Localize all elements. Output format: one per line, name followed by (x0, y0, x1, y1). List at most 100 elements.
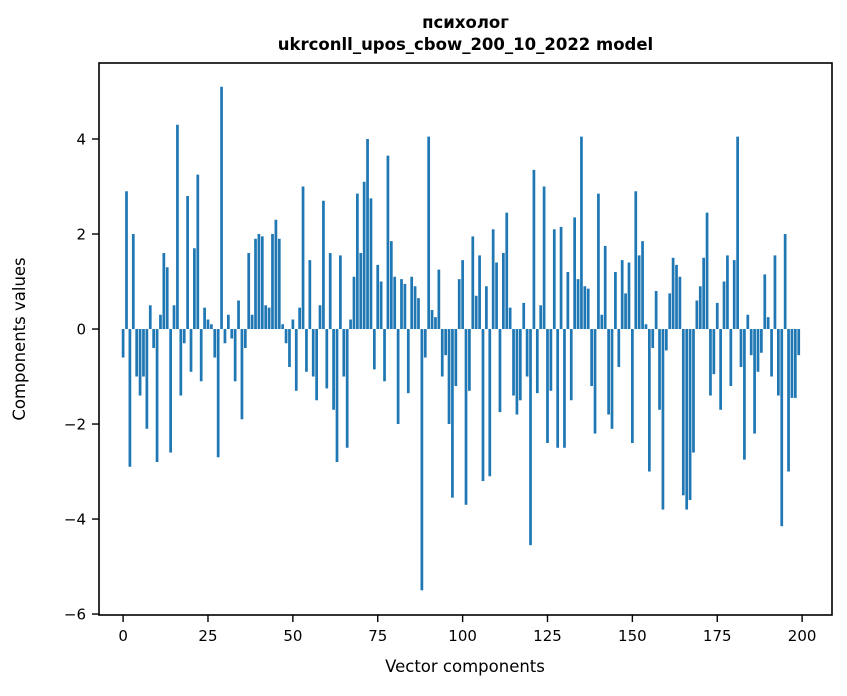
bar-component-10 (155, 329, 159, 463)
bar-component-188 (760, 329, 763, 353)
bar-component-8 (148, 305, 152, 330)
bar-component-130 (563, 329, 566, 448)
bar-component-140 (597, 193, 600, 330)
bar-component-3 (131, 234, 135, 330)
bar-component-137 (586, 288, 590, 330)
bar-component-158 (658, 329, 661, 410)
bar-component-71 (362, 181, 366, 330)
bar-component-114 (508, 307, 512, 330)
bar-component-162 (671, 257, 675, 330)
bar-component-182 (739, 329, 743, 368)
bar-component-96 (447, 329, 451, 425)
bar-component-15 (172, 305, 176, 330)
bar-component-138 (590, 329, 593, 387)
y-tick-label: 2 (76, 226, 86, 244)
bar-component-1 (125, 191, 128, 330)
bar-component-167 (688, 329, 692, 501)
bar-component-78 (386, 155, 390, 330)
bar-component-23 (199, 329, 203, 382)
bar-component-164 (678, 276, 682, 330)
bar-component-113 (505, 212, 509, 330)
bar-component-6 (142, 329, 145, 377)
bar-component-65 (342, 329, 346, 377)
bar-component-104 (474, 295, 478, 330)
bar-component-142 (603, 245, 607, 330)
bar-component-55 (308, 260, 312, 330)
bar-component-198 (793, 329, 797, 398)
bar-component-42 (264, 305, 268, 330)
bar-component-67 (349, 319, 352, 330)
bar-component-28 (216, 329, 220, 458)
bar-component-31 (226, 314, 230, 330)
bar-component-190 (766, 317, 770, 330)
bar-component-26 (210, 324, 213, 330)
bar-component-160 (664, 329, 668, 351)
y-tick-label: −4 (64, 511, 86, 529)
bar-component-60 (325, 329, 329, 389)
bar-component-194 (780, 329, 784, 527)
y-tick-label: −6 (64, 606, 86, 624)
x-tick-label: 200 (788, 627, 817, 645)
bar-component-91 (430, 310, 434, 330)
y-axis: −6 −4 −2 0 2 4 (64, 131, 99, 624)
bar-component-98 (454, 329, 458, 387)
bar-component-44 (271, 234, 274, 330)
plot-frame (98, 62, 833, 616)
bar-component-5 (138, 329, 142, 396)
bar-component-29 (220, 86, 223, 330)
bar-component-139 (593, 329, 597, 434)
bar-component-81 (396, 329, 400, 425)
bar-component-149 (627, 262, 631, 330)
bar-component-125 (546, 329, 549, 444)
x-tick-label: 0 (118, 627, 128, 645)
x-tick-label: 100 (448, 627, 477, 645)
bar-component-93 (437, 269, 441, 330)
bar-component-37 (247, 253, 251, 330)
bar-component-85 (410, 276, 414, 330)
bar-component-120 (529, 329, 532, 546)
bar-component-166 (685, 329, 689, 510)
bar-component-123 (539, 305, 543, 330)
bar-component-54 (305, 329, 308, 372)
bar-component-83 (403, 283, 407, 330)
bar-component-100 (461, 260, 464, 330)
bar-component-59 (322, 200, 325, 330)
bar-component-97 (451, 329, 454, 498)
bar-component-109 (491, 229, 495, 330)
bar-component-41 (260, 236, 264, 330)
bar-component-68 (352, 276, 356, 330)
bar-component-38 (250, 314, 254, 330)
bar-component-121 (532, 169, 536, 330)
bar-component-168 (692, 329, 695, 453)
bar-component-119 (525, 329, 529, 377)
bar-component-0 (121, 329, 125, 358)
bar-component-146 (617, 329, 621, 368)
bar-component-11 (159, 314, 162, 330)
bar-component-183 (743, 329, 746, 460)
bar-component-134 (576, 279, 580, 330)
bar-component-154 (644, 324, 648, 330)
bar-component-17 (179, 329, 183, 396)
bar-component-124 (542, 186, 546, 330)
bar-component-72 (366, 139, 369, 330)
bar-component-195 (783, 234, 787, 330)
x-tick-label: 75 (368, 627, 387, 645)
bar-component-48 (284, 329, 288, 344)
bar-component-36 (243, 329, 247, 349)
bar-component-112 (502, 253, 505, 330)
bar-component-145 (614, 272, 617, 330)
bar-component-89 (423, 329, 427, 358)
bar-component-19 (186, 196, 189, 330)
y-tick-label: −2 (64, 416, 86, 434)
bar-component-132 (569, 329, 573, 401)
y-axis-label: Components values (10, 257, 29, 420)
bar-component-9 (152, 329, 156, 349)
x-tick-label: 175 (703, 627, 732, 645)
bar-component-152 (637, 255, 641, 330)
bar-component-199 (797, 329, 801, 356)
bar-component-95 (444, 329, 447, 356)
bar-component-74 (372, 329, 376, 370)
bar-component-99 (457, 279, 461, 330)
